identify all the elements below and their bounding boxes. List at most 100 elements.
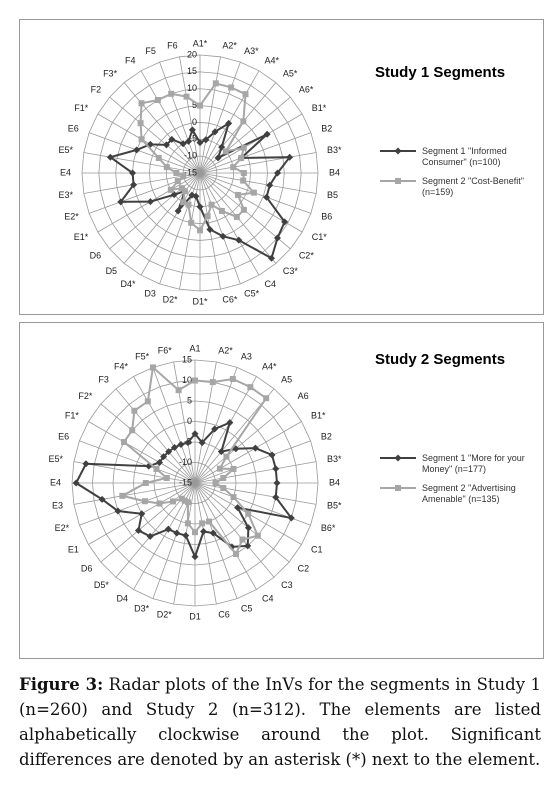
data-point xyxy=(198,439,206,447)
category-label: D5 xyxy=(106,266,118,276)
spoke xyxy=(109,96,201,174)
data-point xyxy=(155,155,162,162)
spoke xyxy=(173,482,196,605)
data-point xyxy=(230,494,237,501)
data-point xyxy=(98,495,106,503)
data-point xyxy=(138,510,146,518)
spoke xyxy=(194,482,217,605)
category-label: A4* xyxy=(265,56,280,66)
legend-label: Segment 2 "Advertising Amenable" (n=135) xyxy=(422,483,516,504)
spoke xyxy=(83,152,201,174)
data-point xyxy=(242,91,249,98)
category-label: C3 xyxy=(281,580,293,590)
data-point xyxy=(247,384,254,391)
data-point xyxy=(146,532,154,540)
data-point xyxy=(216,465,223,472)
data-point xyxy=(211,425,219,433)
data-point xyxy=(174,207,182,215)
data-point xyxy=(144,398,151,405)
r-tick-label: -15 xyxy=(184,167,197,177)
data-point xyxy=(178,495,185,502)
figure-caption: Figure 3: Radar plots of the InVs for th… xyxy=(19,672,541,772)
chart-panel: A1 A2* A3 A4* A5 A6 B1* B2 B3* B4 B5* B6* C1 C2 C3 C4 C5… xyxy=(19,322,544,659)
data-point xyxy=(209,529,217,537)
data-point xyxy=(163,164,170,171)
spoke xyxy=(194,482,257,590)
spoke xyxy=(179,56,201,174)
chart: A1* A2* A3* A4*A5*A6* B1* B2 B3* B4 B5 B6 C1* C2*C3… xyxy=(58,38,342,306)
data-point xyxy=(287,514,295,522)
r-tick-label: -10 xyxy=(179,457,192,467)
r-tick-label: 5 xyxy=(192,100,197,110)
r-tick-label: 15 xyxy=(182,354,192,364)
data-point xyxy=(206,225,214,233)
caption-text: Radar plots of the InVs for the segments… xyxy=(19,675,541,769)
category-label: B6* xyxy=(321,523,336,533)
category-label: F1* xyxy=(74,103,89,113)
data-point xyxy=(106,153,114,161)
category-label: A2* xyxy=(218,345,233,355)
spoke xyxy=(199,172,317,194)
legend-label: Segment 2 "Cost-Benefit" (n=159) xyxy=(422,176,524,197)
data-point xyxy=(222,148,229,155)
chart-panel: A1* A2* A3* A4* A5* A6* B1* B2 B3* B4 B5 B6 C1* C2* C3… xyxy=(19,19,544,315)
data-point xyxy=(250,189,257,196)
data-point xyxy=(263,193,271,201)
spoke xyxy=(140,70,201,174)
data-point xyxy=(192,529,198,536)
category-label: A1 xyxy=(189,343,200,353)
data-point xyxy=(184,137,192,145)
data-point xyxy=(163,475,170,482)
spoke xyxy=(194,421,302,484)
caption-label: Figure 3: xyxy=(19,675,104,694)
data-point xyxy=(202,136,210,144)
data-point xyxy=(155,459,163,466)
category-label: C4 xyxy=(265,279,277,289)
data-point xyxy=(395,485,401,491)
data-point xyxy=(212,480,219,486)
category-label: D4 xyxy=(116,593,128,603)
data-point xyxy=(171,443,178,451)
data-point xyxy=(197,102,203,109)
category-label: F2 xyxy=(91,84,102,94)
category-label: B3* xyxy=(327,145,342,155)
legend-swatch xyxy=(380,454,416,462)
data-point xyxy=(82,460,90,468)
category-label: E1* xyxy=(74,232,89,242)
category-label: F4 xyxy=(125,56,136,66)
data-point xyxy=(220,484,227,491)
spoke xyxy=(159,61,201,174)
r-tick-label: -5 xyxy=(189,134,197,144)
spoke xyxy=(179,172,201,290)
category-label: B2 xyxy=(321,123,332,133)
data-point xyxy=(191,430,199,438)
category-label: D1 xyxy=(189,611,201,621)
spoke xyxy=(115,388,196,484)
data-point xyxy=(234,504,242,512)
data-point xyxy=(211,128,219,136)
spoke xyxy=(73,482,196,505)
chart-title: Study 1 Segments xyxy=(375,64,506,81)
data-point xyxy=(72,479,80,487)
data-point xyxy=(141,498,148,505)
data-point xyxy=(184,520,191,527)
spoke xyxy=(199,132,312,174)
data-point xyxy=(134,526,142,534)
r-tick-label: -10 xyxy=(184,151,197,161)
data-point xyxy=(173,529,181,537)
data-point xyxy=(177,440,185,448)
spoke xyxy=(173,361,196,484)
spoke xyxy=(194,482,317,505)
data-point xyxy=(130,181,138,189)
data-point xyxy=(240,144,247,151)
category-label: D4* xyxy=(120,279,136,289)
spoke xyxy=(199,113,303,174)
category-label: A5* xyxy=(283,69,298,79)
category-label: B1* xyxy=(312,103,327,113)
legend-swatch xyxy=(380,178,416,184)
data-point xyxy=(137,120,144,127)
category-label: E2* xyxy=(64,211,79,221)
data-point xyxy=(196,203,204,211)
spoke xyxy=(199,172,241,285)
